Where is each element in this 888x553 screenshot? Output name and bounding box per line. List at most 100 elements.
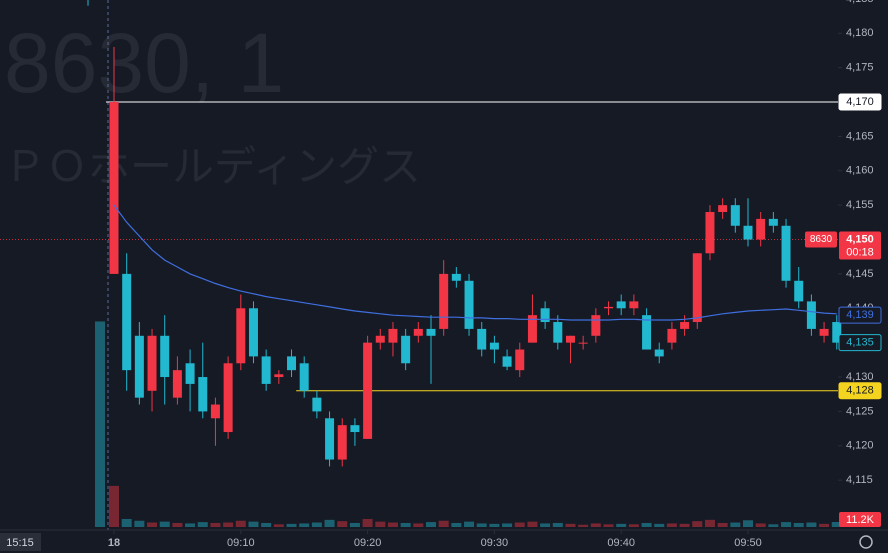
volume-bar: [426, 522, 436, 527]
volume-bar: [578, 524, 589, 527]
volume-bar: [197, 522, 208, 527]
price-line-label: 4,128: [846, 385, 874, 397]
candle-body: [274, 374, 284, 378]
candle-body: [464, 280, 474, 329]
volume-bar: [540, 523, 551, 527]
close-label: 4,135: [846, 337, 874, 349]
candle-body: [730, 205, 740, 226]
volume-bar: [552, 522, 563, 527]
volume-bar: [451, 522, 462, 527]
volume-bar: [172, 522, 183, 527]
volume-bar: [502, 523, 513, 527]
candle-body: [122, 273, 132, 371]
candle-body: [401, 335, 411, 364]
volume-bar: [413, 523, 424, 527]
candle-body: [350, 425, 360, 433]
y-tick-label: 4,180: [846, 27, 874, 39]
candle-body: [426, 328, 436, 336]
candle-body: [591, 315, 601, 336]
volume-bar: [692, 521, 703, 527]
x-tick-label: 09:10: [227, 537, 255, 549]
candle-body: [718, 205, 728, 213]
candle-body: [565, 335, 575, 343]
price-line-label-box: [838, 93, 882, 111]
countdown: 00:18: [846, 246, 874, 258]
crosshair-time-box: [0, 533, 41, 551]
volume-bar: [159, 521, 170, 527]
candle-body: [261, 356, 271, 384]
symbol-box: [805, 231, 837, 248]
volume-bar: [590, 523, 601, 527]
volume-bar: [666, 523, 677, 527]
x-tick-label: 09:40: [607, 537, 635, 549]
volume-bar: [375, 521, 386, 527]
settings-icon[interactable]: [859, 535, 873, 549]
candle-body: [667, 328, 677, 343]
candle-body: [147, 335, 157, 391]
x-tick-label: 18: [108, 537, 120, 549]
volume-bar: [704, 519, 715, 527]
y-tick-label: 4,155: [846, 199, 874, 211]
x-tick-label: 09:20: [354, 537, 382, 549]
y-tick-label: 4,130: [846, 371, 874, 383]
volume-bar: [235, 520, 246, 527]
volume-bar: [273, 524, 284, 527]
volume-bar: [527, 521, 538, 527]
close-label-box: [838, 334, 882, 352]
candle-body: [451, 273, 461, 281]
candle-body: [768, 218, 778, 226]
watermark-symbol: 8630, 1: [4, 16, 284, 110]
volume-bar: [400, 522, 411, 527]
candle-body: [629, 301, 639, 309]
volume-bar: [248, 521, 259, 527]
y-tick-label: 4,185: [846, 0, 874, 5]
volume-bar: [210, 522, 221, 527]
candle-body: [781, 225, 791, 281]
candle-body: [312, 397, 322, 412]
candle-body: [299, 363, 309, 391]
volume-bar: [223, 522, 234, 527]
candle-body: [502, 356, 512, 367]
candle-body: [413, 328, 423, 336]
y-tick-label: 4,115: [846, 474, 873, 486]
candle-body: [248, 308, 258, 357]
ma-label: 4,139: [846, 309, 874, 321]
candle-body: [375, 335, 385, 343]
volume-bar: [628, 524, 639, 527]
candle-body: [515, 349, 525, 371]
volume-bar: [743, 520, 753, 527]
y-tick-label: 4,165: [846, 130, 874, 142]
moving-average: [113, 204, 837, 321]
volume-bar: [514, 522, 525, 527]
volume-bar: [793, 522, 804, 527]
volume-label-box: [839, 511, 881, 527]
volume-bar: [349, 522, 360, 527]
volume-label: 11.2K: [846, 514, 875, 526]
x-tick-label: 09:30: [481, 537, 509, 549]
candle-body: [806, 301, 816, 329]
volume-bar: [261, 522, 272, 527]
candle-body: [160, 335, 170, 378]
volume-bar: [476, 523, 487, 527]
volume-bar: [717, 522, 728, 527]
volume-bar: [387, 522, 398, 527]
volume-bar: [603, 524, 614, 527]
y-tick-label: 4,160: [846, 165, 874, 177]
y-tick-label: 4,175: [846, 62, 874, 74]
x-tick-label: 09:50: [734, 537, 762, 549]
candle-body: [819, 328, 829, 336]
candle-body: [134, 335, 144, 398]
volume-bar: [565, 523, 576, 527]
candle-body: [477, 328, 487, 350]
volume-bar: [95, 321, 105, 527]
volume-bar: [730, 522, 741, 527]
volume-bar: [806, 522, 817, 527]
volume-bar: [755, 523, 766, 527]
candle-body: [109, 102, 119, 274]
candle-body: [325, 418, 335, 460]
last-price-label: 4,150: [846, 233, 874, 245]
volume-bar: [489, 523, 500, 527]
candle-body: [578, 342, 588, 344]
symbol-label: 8630: [810, 234, 833, 245]
volume-bar: [768, 524, 779, 527]
